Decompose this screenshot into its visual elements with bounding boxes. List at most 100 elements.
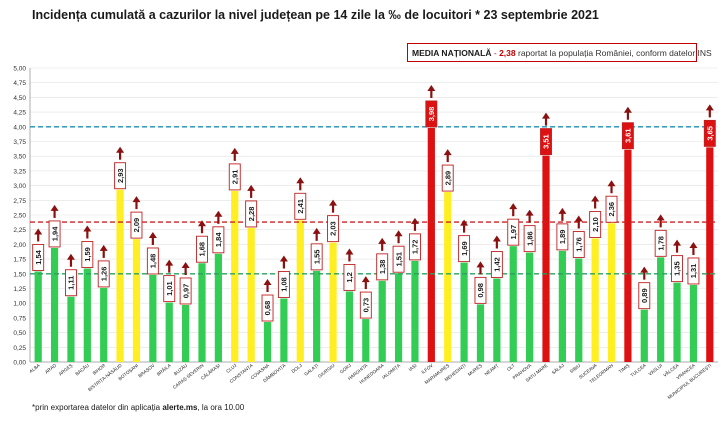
bar <box>313 271 320 362</box>
arrow-head <box>214 211 222 217</box>
value-label: 3,61 <box>624 128 633 143</box>
arrow-head <box>378 238 386 244</box>
arrow-head <box>608 180 616 186</box>
category-label: IAȘI <box>408 363 418 372</box>
category-label: ARGEȘ <box>58 363 74 377</box>
bar <box>592 239 599 362</box>
value-label: 2,28 <box>247 207 256 222</box>
bar <box>280 298 287 362</box>
category-label: TULCEA <box>630 362 648 378</box>
arrow-head <box>149 232 157 238</box>
y-tick-label: 1,75 <box>13 257 26 264</box>
value-label: 1,69 <box>460 241 469 256</box>
arrow-head <box>362 276 370 282</box>
category-label: MUREȘ <box>467 363 483 377</box>
bar <box>559 251 566 362</box>
value-label: 2,36 <box>607 202 616 217</box>
category-label: GORJ <box>339 363 352 375</box>
value-label: 1,78 <box>656 236 665 251</box>
bar <box>231 191 238 362</box>
category-label: ILFOV <box>420 362 434 375</box>
category-label: ALBA <box>28 362 41 374</box>
value-label: 2,41 <box>296 199 305 214</box>
value-label: 0,73 <box>362 298 371 313</box>
bar <box>411 261 418 362</box>
y-tick-label: 1,25 <box>13 286 26 293</box>
y-tick-label: 1,50 <box>13 271 26 278</box>
value-label: 2,93 <box>116 168 125 183</box>
bar <box>510 246 517 362</box>
bar <box>624 150 631 362</box>
arrow-head <box>198 220 206 226</box>
bar <box>248 228 255 362</box>
bar <box>690 285 697 362</box>
y-tick-label: 4,50 <box>13 95 26 102</box>
y-tick-label: 0,25 <box>13 345 26 352</box>
arrow-head <box>476 261 484 267</box>
y-tick-label: 4,75 <box>13 80 26 87</box>
y-tick-label: 1,00 <box>13 301 26 308</box>
footnote: *prin exportarea datelor din aplicația a… <box>32 403 244 412</box>
y-tick-label: 4,25 <box>13 110 26 117</box>
bar <box>35 271 42 362</box>
category-label: OLT <box>506 363 516 372</box>
bar <box>149 275 156 362</box>
value-label: 1,2 <box>345 272 354 282</box>
arrow-head <box>493 236 501 242</box>
category-label: GIURGIU <box>317 363 336 379</box>
bar <box>116 190 123 362</box>
value-label: 0,98 <box>476 283 485 298</box>
bar <box>444 192 451 362</box>
value-label: 1,84 <box>214 232 223 247</box>
value-label: 1,76 <box>574 237 583 252</box>
arrow-head <box>296 177 304 183</box>
y-tick-label: 2,25 <box>13 227 26 234</box>
value-label: 1,42 <box>493 257 502 272</box>
bar <box>493 279 500 362</box>
arrow-head <box>509 203 517 209</box>
value-label: 2,09 <box>132 218 141 233</box>
category-label: VASLUI <box>648 363 664 377</box>
arrow-head <box>526 210 534 216</box>
category-label: IALOMIȚA <box>381 362 402 380</box>
value-label: 0,68 <box>263 301 272 316</box>
category-label: CLUJ <box>225 363 237 374</box>
bar <box>477 304 484 362</box>
arrow-head <box>558 208 566 214</box>
bar <box>166 303 173 362</box>
value-label: 1,08 <box>280 277 289 292</box>
value-label: 1,89 <box>558 230 567 245</box>
arrow-head <box>83 226 91 232</box>
value-label: 1,26 <box>99 267 108 282</box>
bar <box>51 248 58 362</box>
bar <box>542 156 549 362</box>
value-label: 3,51 <box>542 134 551 149</box>
category-label: NEAMȚ <box>484 363 500 377</box>
value-label: 2,89 <box>443 171 452 186</box>
arrow-head <box>67 254 75 260</box>
bar <box>297 220 304 362</box>
bar <box>346 291 353 362</box>
arrow-head <box>624 107 632 113</box>
arrow-head <box>116 147 124 153</box>
bar <box>641 310 648 362</box>
arrow-head <box>542 113 550 119</box>
arrow-head <box>673 240 681 246</box>
value-label: 2,03 <box>329 221 338 236</box>
category-label: SIBIU <box>569 363 582 374</box>
bar <box>362 319 369 362</box>
arrow-head <box>689 242 697 248</box>
arrow-head <box>132 196 140 202</box>
value-label: 0,89 <box>640 288 649 303</box>
value-label: 2,10 <box>591 217 600 232</box>
bar <box>133 239 140 362</box>
value-label: 1,11 <box>67 276 76 290</box>
y-tick-label: 3,00 <box>13 183 26 190</box>
value-label: 2,91 <box>230 170 239 185</box>
arrow-head <box>100 245 108 251</box>
arrow-head <box>345 248 353 254</box>
category-label: ARAD <box>44 362 58 374</box>
bar <box>460 263 467 362</box>
y-tick-label: 3,50 <box>13 154 26 161</box>
arrow-head <box>313 228 321 234</box>
